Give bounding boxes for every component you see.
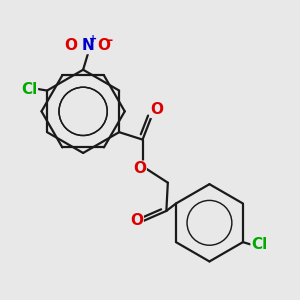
Text: O: O bbox=[133, 161, 146, 176]
Text: O: O bbox=[65, 38, 78, 53]
Text: O: O bbox=[150, 102, 163, 117]
Text: N: N bbox=[81, 38, 94, 53]
Text: -: - bbox=[107, 34, 112, 46]
Text: O: O bbox=[98, 38, 110, 53]
Text: +: + bbox=[89, 34, 97, 44]
Text: Cl: Cl bbox=[21, 82, 38, 97]
Text: Cl: Cl bbox=[251, 237, 267, 252]
Text: O: O bbox=[130, 213, 143, 228]
